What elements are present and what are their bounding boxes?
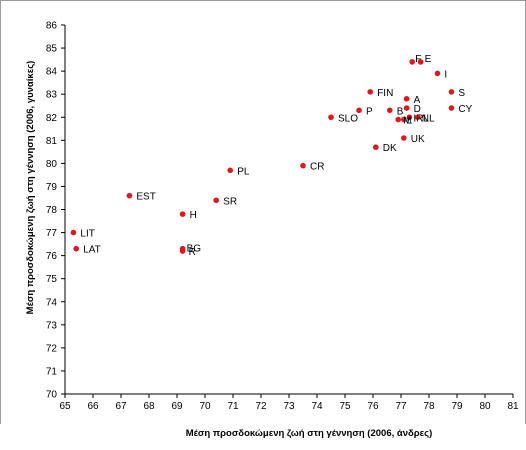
x-tick-label: 80 bbox=[479, 401, 491, 412]
data-point bbox=[401, 135, 407, 141]
point-label: F bbox=[415, 54, 421, 65]
x-tick-label: 66 bbox=[87, 401, 99, 412]
data-point bbox=[227, 167, 233, 174]
x-tick-label: 70 bbox=[199, 401, 211, 412]
data-point bbox=[373, 144, 379, 151]
point-label: EST bbox=[136, 192, 155, 203]
point-label: CY bbox=[458, 104, 472, 115]
x-tick-label: 67 bbox=[115, 401, 127, 412]
point-label: S bbox=[458, 88, 465, 99]
point-label: BG bbox=[187, 244, 202, 255]
x-tick-label: 78 bbox=[423, 401, 435, 412]
data-point bbox=[73, 245, 79, 252]
y-tick-label: 76 bbox=[46, 251, 58, 262]
y-tick-label: 86 bbox=[46, 21, 58, 32]
x-tick-label: 65 bbox=[59, 401, 71, 412]
x-tick-label: 71 bbox=[227, 401, 239, 412]
page-bottom bbox=[0, 424, 526, 450]
data-point bbox=[403, 96, 410, 102]
point-label: E bbox=[425, 54, 432, 65]
y-tick-label: 72 bbox=[46, 343, 58, 354]
y-tick-label: 83 bbox=[46, 90, 58, 101]
data-point bbox=[403, 105, 410, 111]
x-tick-label: 74 bbox=[311, 401, 323, 412]
data-point bbox=[395, 116, 402, 123]
y-tick-label: 81 bbox=[46, 136, 58, 147]
x-tick-label: 79 bbox=[451, 401, 463, 412]
data-point bbox=[406, 114, 413, 121]
y-axis-label: Μέση προσδοκώμενη ζωή στη γέννηση (2006,… bbox=[25, 61, 36, 315]
point-label: FIN bbox=[377, 88, 393, 99]
x-axis-label: Μέση προσδοκώμενη ζωή στη γέννηση (2006,… bbox=[186, 428, 433, 439]
y-tick-label: 82 bbox=[46, 113, 58, 124]
point-label: IRL bbox=[413, 113, 429, 124]
y-tick-label: 70 bbox=[46, 390, 58, 401]
point-label: A bbox=[414, 95, 421, 106]
chart-axes bbox=[61, 24, 514, 398]
data-point bbox=[417, 59, 424, 65]
point-label: DK bbox=[383, 143, 397, 154]
y-tick-label: 78 bbox=[46, 205, 58, 216]
x-tick-label: 69 bbox=[171, 401, 183, 412]
point-label: CR bbox=[310, 162, 324, 173]
point-label: R bbox=[189, 247, 196, 258]
x-tick-label: 76 bbox=[367, 401, 379, 412]
point-label: L bbox=[407, 116, 413, 127]
point-label: D bbox=[414, 104, 421, 115]
x-tick-label: 73 bbox=[283, 401, 295, 412]
data-point bbox=[448, 89, 455, 95]
y-tick-label: 75 bbox=[46, 274, 58, 285]
data-point bbox=[409, 59, 416, 65]
y-tick-labels: 70 71 72 73 74 75 76 77 78 79 80 81 82 83 84 85 86 bbox=[46, 21, 58, 401]
y-tick-label: 79 bbox=[46, 182, 58, 193]
data-point bbox=[434, 70, 441, 77]
point-label: LIT bbox=[80, 229, 94, 240]
data-point bbox=[401, 116, 407, 123]
x-tick-labels: 65 66 67 68 69 70 71 72 73 74 75 76 77 78 79 80 81 bbox=[59, 401, 519, 412]
data-points bbox=[70, 59, 455, 254]
y-tick-label: 74 bbox=[46, 297, 58, 308]
y-tick-label: 71 bbox=[46, 366, 58, 377]
x-tick-label: 81 bbox=[507, 401, 519, 412]
y-tick-label: 80 bbox=[46, 159, 58, 170]
data-point bbox=[387, 107, 393, 114]
data-point bbox=[367, 89, 374, 95]
point-label: UK bbox=[411, 134, 425, 145]
point-label: P bbox=[366, 106, 373, 117]
point-label: M bbox=[403, 116, 411, 127]
y-tick-label: 84 bbox=[46, 67, 58, 78]
data-point bbox=[179, 211, 186, 217]
data-point bbox=[179, 248, 186, 254]
point-label: SLO bbox=[338, 113, 358, 124]
point-label: H bbox=[190, 210, 197, 221]
point-label: B bbox=[397, 106, 404, 117]
x-tick-label: 68 bbox=[143, 401, 155, 412]
data-point bbox=[300, 162, 306, 169]
point-label: I bbox=[444, 69, 447, 80]
x-tick-label: 72 bbox=[255, 401, 267, 412]
point-label: LAT bbox=[83, 245, 101, 256]
data-point bbox=[415, 114, 421, 121]
y-tick-label: 85 bbox=[46, 44, 58, 55]
point-label: NL bbox=[422, 113, 435, 124]
point-label: SR bbox=[223, 196, 237, 207]
y-tick-label: 73 bbox=[46, 320, 58, 331]
data-point bbox=[70, 229, 77, 236]
x-tick-label: 75 bbox=[339, 401, 351, 412]
data-point bbox=[213, 197, 219, 204]
data-point bbox=[356, 107, 362, 114]
x-tick-label: 77 bbox=[395, 401, 407, 412]
data-point bbox=[448, 105, 455, 111]
y-tick-label: 77 bbox=[46, 228, 58, 239]
data-point bbox=[328, 114, 334, 121]
point-label: PL bbox=[237, 166, 250, 177]
data-point bbox=[126, 192, 133, 199]
